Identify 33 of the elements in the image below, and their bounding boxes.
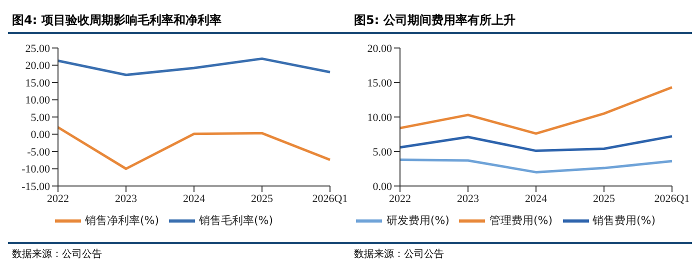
y-tick-label: -10.00 bbox=[22, 164, 50, 176]
y-tick-label: 20.00 bbox=[367, 42, 392, 55]
legend-label: 管理费用(%) bbox=[489, 214, 553, 228]
y-tick-label: 0.00 bbox=[30, 129, 50, 142]
y-tick-label: -15.00 bbox=[22, 180, 50, 193]
y-tick-label: 20.00 bbox=[25, 60, 50, 72]
x-tick-label: 2026Q1 bbox=[654, 192, 690, 205]
source-note: 数据来源：公司公告 bbox=[354, 248, 445, 261]
x-tick-label: 2023 bbox=[457, 192, 480, 205]
y-tick-label: 10.00 bbox=[367, 112, 392, 124]
y-tick-label: -5.00 bbox=[27, 146, 50, 158]
x-tick-label: 2024 bbox=[183, 192, 206, 205]
source-note: 数据来源：公司公告 bbox=[12, 248, 103, 261]
chart-title: 图5: 公司期间费用率有所上升 bbox=[350, 8, 692, 34]
y-tick-label: 5.00 bbox=[372, 146, 392, 158]
x-tick-label: 2024 bbox=[525, 192, 548, 205]
legend-label: 销售费用(%) bbox=[592, 214, 656, 228]
x-tick-label: 2022 bbox=[47, 192, 69, 205]
chart-title: 图4: 项目验收周期影响毛利率和净利率 bbox=[8, 8, 350, 34]
legend-label: 销售净利率(%) bbox=[84, 214, 159, 228]
y-tick-label: 15.00 bbox=[25, 77, 50, 90]
legend-label: 研发费用(%) bbox=[386, 214, 450, 228]
x-tick-label: 2026Q1 bbox=[312, 192, 348, 205]
legend-label: 销售毛利率(%) bbox=[199, 214, 274, 228]
x-tick-label: 2022 bbox=[389, 192, 411, 205]
x-tick-label: 2025 bbox=[251, 192, 274, 205]
y-tick-label: 15.00 bbox=[367, 77, 392, 90]
y-tick-label: 5.00 bbox=[30, 112, 50, 124]
y-tick-label: 0.00 bbox=[372, 180, 392, 193]
x-tick-label: 2025 bbox=[593, 192, 616, 205]
y-tick-label: 10.00 bbox=[25, 94, 50, 107]
y-tick-label: 25.00 bbox=[25, 42, 50, 55]
x-tick-label: 2023 bbox=[115, 192, 138, 205]
